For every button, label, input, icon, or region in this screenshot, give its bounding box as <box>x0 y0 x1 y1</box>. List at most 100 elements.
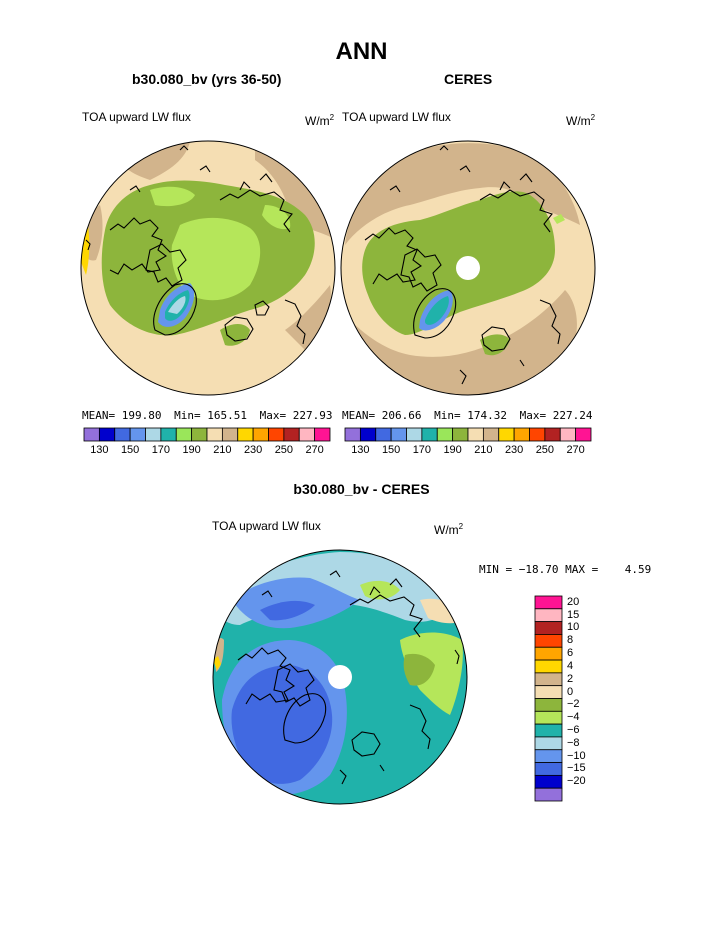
panel-1-title: b30.080_bv (yrs 36-50) <box>132 71 282 87</box>
map1-field-yellow-w <box>81 225 90 275</box>
colorbar-1-box-13 <box>283 427 300 442</box>
colorbar-diff-label: −15 <box>567 762 586 775</box>
colorbar-1-box-12 <box>268 427 285 442</box>
colorbar-1-box-7 <box>191 427 208 442</box>
colorbar-2-box-1 <box>359 427 377 442</box>
map2-coastlines <box>364 145 561 385</box>
colorbar-1-box-15 <box>314 427 331 442</box>
map1-field-tan-se <box>285 285 331 350</box>
colorbar-diff-label: 15 <box>567 608 580 621</box>
map2-field-teal-greenland <box>425 296 449 325</box>
panel-1-units-base: W/m <box>305 114 330 128</box>
colorbar-diff-box-3 <box>534 634 563 648</box>
colorbar-1-box-0 <box>83 427 100 442</box>
colorbar-2-box-10 <box>498 427 515 442</box>
colorbar-1-box-8 <box>206 427 223 442</box>
colorbar-1-box-11 <box>252 427 269 442</box>
panel-1-units: W/m2 <box>305 113 334 128</box>
colorbar-1-box-5 <box>160 427 177 442</box>
map3-border <box>212 549 468 805</box>
colorbar-2-box-13 <box>544 427 561 442</box>
colorbar-diff-box-12 <box>534 749 563 763</box>
panel-2-units-sup: 2 <box>590 113 596 122</box>
map3-coastlines <box>237 570 460 785</box>
colorbar-2-box-0 <box>344 427 361 442</box>
colorbar-2-label: 270 <box>566 444 585 456</box>
colorbar-diff-label: −2 <box>567 698 580 711</box>
colorbar-1-label: 170 <box>151 444 171 456</box>
colorbar-1-label: 150 <box>120 444 140 456</box>
panel-3-variable: TOA upward LW flux <box>212 519 321 533</box>
panel-2-mean: 206.66 <box>381 409 422 422</box>
panel-2-map <box>341 141 595 395</box>
map1-field-lightblue-greenland <box>168 296 186 314</box>
colorbar-2-label: 230 <box>504 444 524 456</box>
colorbar-1-box-9 <box>221 427 239 442</box>
panel-1-mean-label: MEAN= <box>82 409 116 422</box>
colorbar-2-box-11 <box>513 427 530 442</box>
panel-2-stats: MEAN= 206.66 Min= 174.32 Max= 227.24 <box>342 409 593 422</box>
colorbar-diff-box-13 <box>534 762 563 776</box>
colorbar-1-box-2 <box>114 427 131 442</box>
colorbar-1-label: 130 <box>90 444 109 456</box>
colorbar-2-box-14 <box>559 427 577 442</box>
colorbar-diff-box-4 <box>534 646 563 661</box>
map1-field-lightgreen-n <box>150 186 195 207</box>
panel-2-min-label: Min= <box>434 409 461 422</box>
panel-1-max: 227.93 <box>292 409 333 422</box>
colorbar-diff-box-2 <box>534 621 563 635</box>
colorbar-diff-box-1 <box>534 608 563 623</box>
colorbar-diff-label: −10 <box>567 749 586 762</box>
colorbar-diff-label: 8 <box>567 634 574 647</box>
colorbar-diff-label: 10 <box>567 621 580 634</box>
colorbar-diff-label: 2 <box>567 672 574 685</box>
colorbar-1-box-14 <box>298 427 316 442</box>
colorbar-2-label: 130 <box>351 444 370 456</box>
colorbar-2 <box>344 427 592 442</box>
colorbar-1-label: 250 <box>274 444 294 456</box>
colorbar-diff-box-6 <box>534 672 563 687</box>
map2-field-green-se <box>480 334 510 356</box>
colorbar-1-label: 210 <box>213 444 232 456</box>
colorbar-2-box-4 <box>406 427 423 442</box>
colorbar-2-box-8 <box>467 427 484 442</box>
map1-field-tan-ne <box>255 141 335 240</box>
panel-1-variable: TOA upward LW flux <box>82 110 191 124</box>
colorbar-diff-box-8 <box>534 698 563 712</box>
colorbar-2-box-12 <box>529 427 546 442</box>
colorbar-1-box-1 <box>98 427 116 442</box>
colorbar-diff-label: 6 <box>567 647 574 660</box>
colorbar-2-label: 210 <box>474 444 493 456</box>
colorbar-diff-label: −8 <box>567 736 580 749</box>
map2-field-tan-n <box>345 143 580 245</box>
colorbar-1-label: 270 <box>305 444 324 456</box>
panel-2-variable: TOA upward LW flux <box>342 110 451 124</box>
panel-1-min-label: Min= <box>174 409 201 422</box>
colorbar-2-box-7 <box>452 427 469 442</box>
colorbar-2-box-6 <box>436 427 454 442</box>
colorbar-2-box-15 <box>575 427 592 442</box>
panel-2-max-label: Max= <box>519 409 547 422</box>
panel-3-units-base: W/m <box>434 523 459 537</box>
colorbar-diff-box-14 <box>534 774 563 789</box>
map3-field-darkblue-n <box>260 600 315 621</box>
map2-polar-gap <box>456 256 480 280</box>
map2-field-tan-s <box>350 290 577 395</box>
colorbar-diff-box-5 <box>534 659 563 674</box>
colorbar-1-box-4 <box>145 427 162 442</box>
map1-border <box>80 140 336 396</box>
colorbar-diff <box>534 595 563 802</box>
panel-3-map <box>213 550 467 804</box>
map3-polar-gap <box>328 665 352 689</box>
panel-1-max-label: Max= <box>259 409 287 422</box>
colorbar-diff-box-15 <box>534 787 563 802</box>
colorbar-1-box-10 <box>237 427 254 442</box>
panel-1-units-sup: 2 <box>329 113 335 122</box>
panel-1-mean: 199.80 <box>121 409 162 422</box>
panel-3-units-sup: 2 <box>458 522 464 531</box>
map2-field-lightgreen-speck <box>553 214 565 224</box>
colorbar-diff-label: −20 <box>567 775 586 788</box>
page-title: ANN <box>335 38 388 65</box>
colorbar-2-box-3 <box>390 427 407 442</box>
